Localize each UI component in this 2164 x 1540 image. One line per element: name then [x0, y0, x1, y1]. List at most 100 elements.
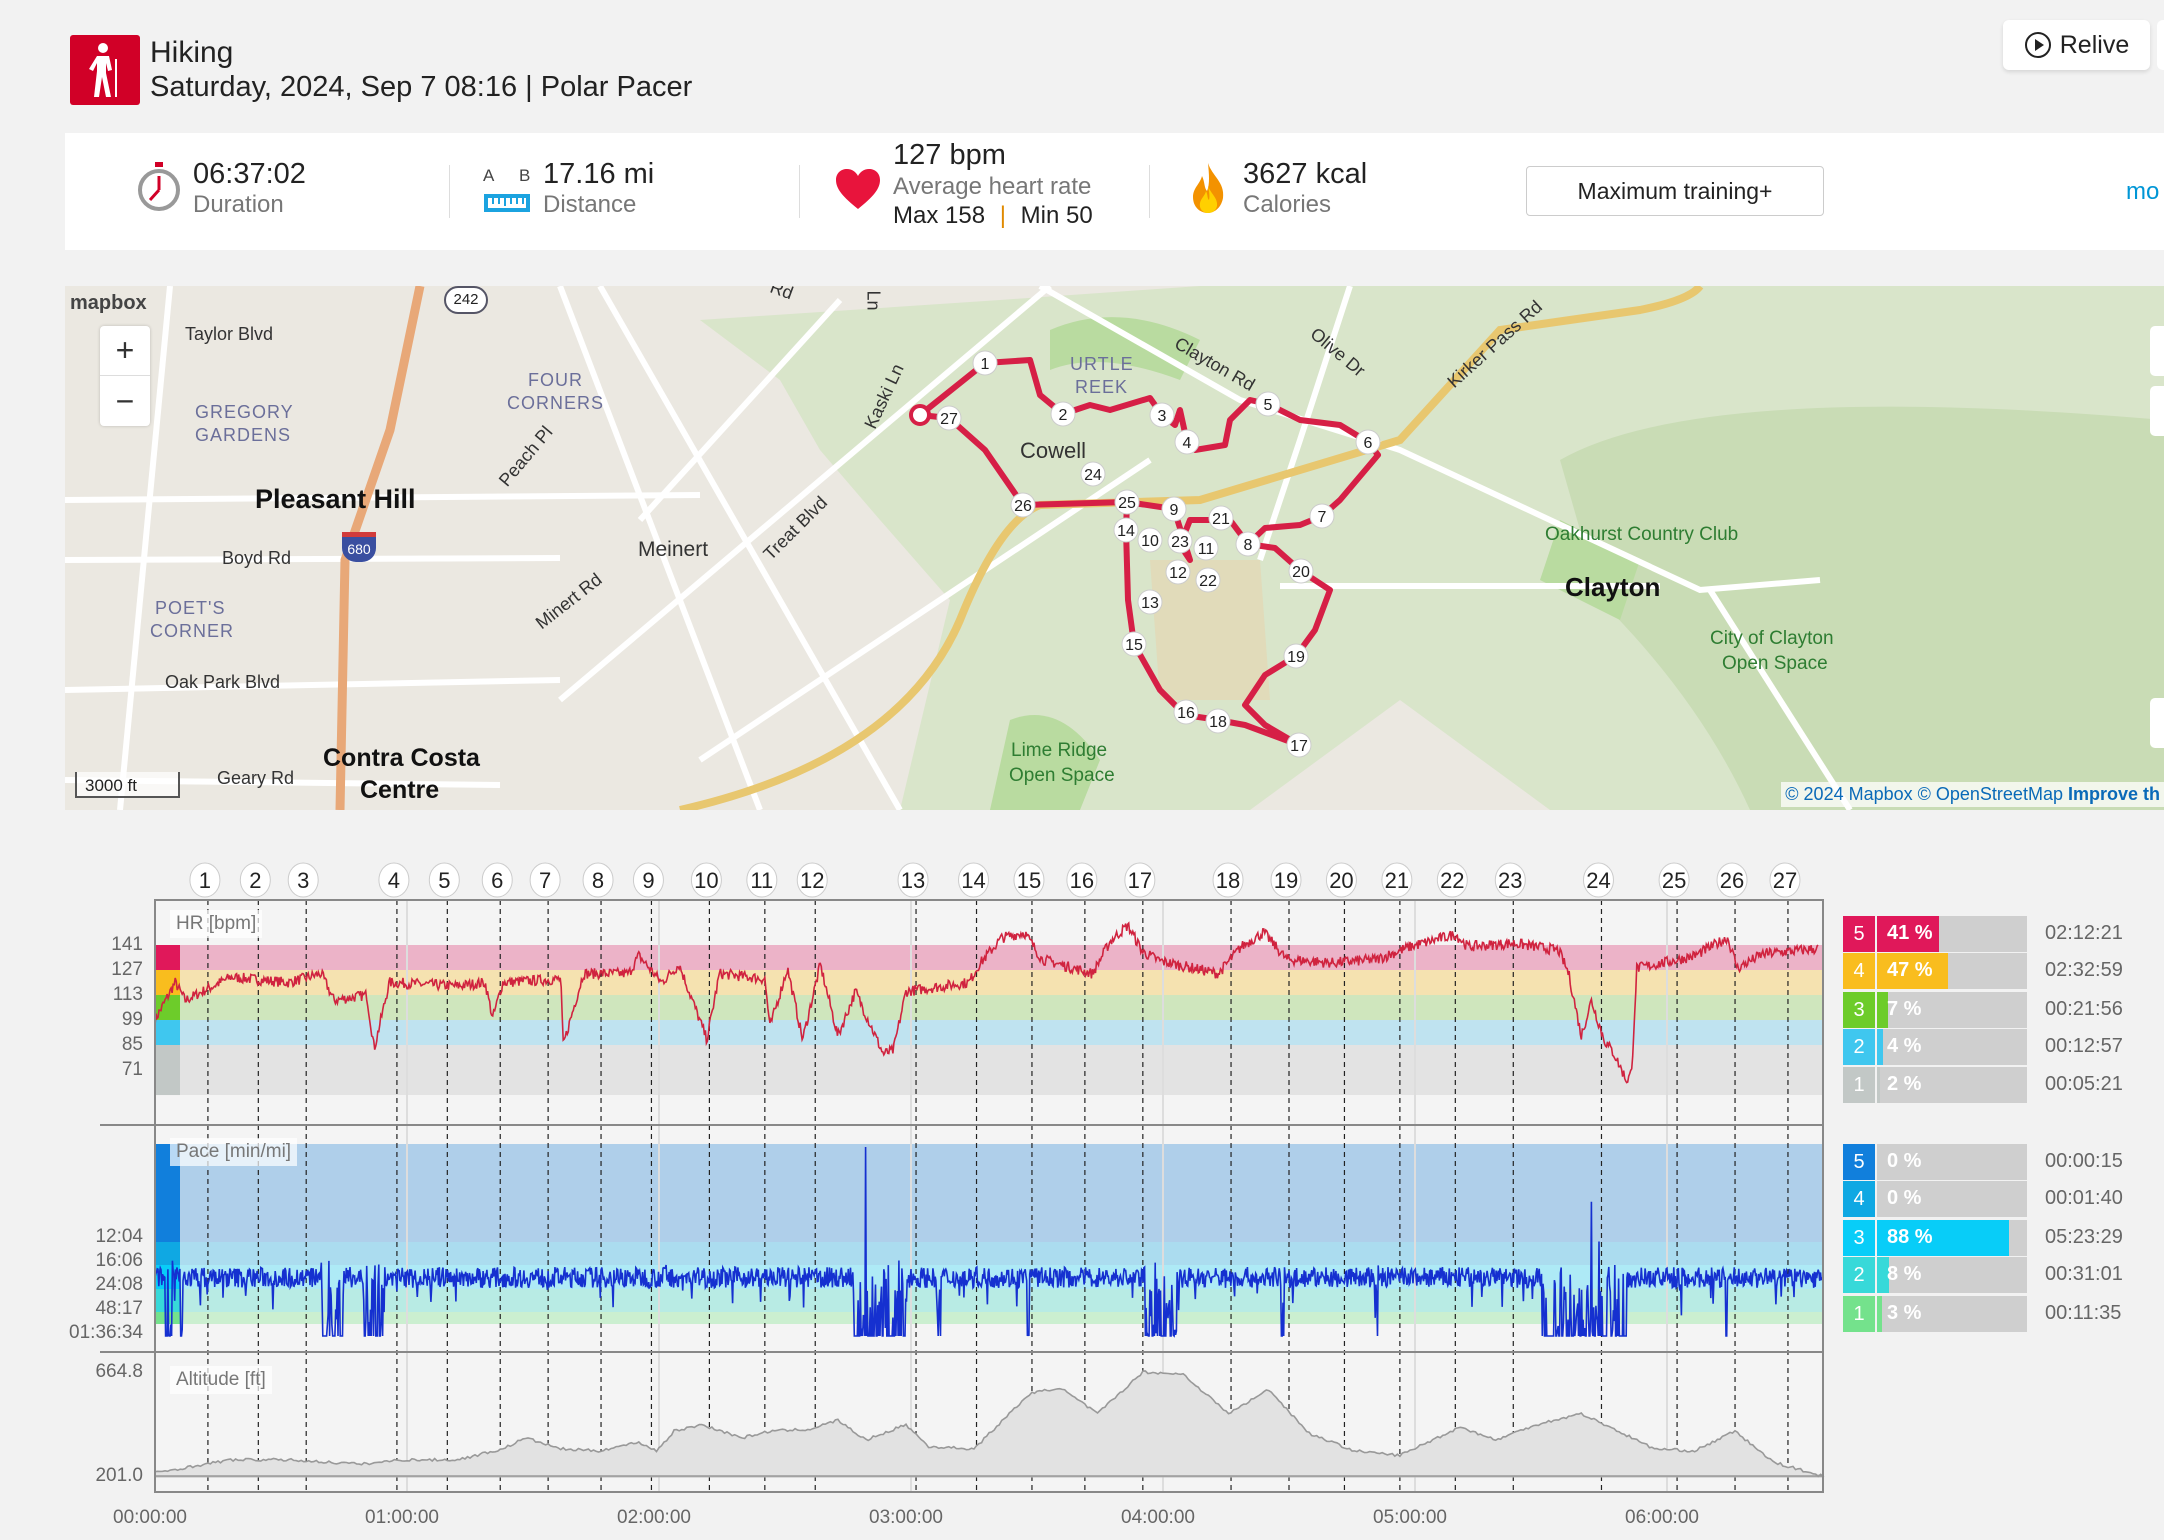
- relive-button[interactable]: Relive: [2003, 20, 2150, 70]
- hr-zone-row: 1 2 %: [1843, 1067, 2027, 1103]
- map-side-control[interactable]: [2150, 698, 2164, 748]
- pace-y-tick: 48:17: [95, 1298, 143, 1319]
- pace-y-tick: 24:08: [95, 1274, 143, 1295]
- pace-zone-row: 4 0 %: [1843, 1181, 2027, 1217]
- zone-number: 2: [1843, 1257, 1875, 1293]
- zone-bar-fill: [1877, 1029, 1883, 1065]
- route-lap-marker-label: 19: [1287, 649, 1305, 666]
- activity-subtitle: Saturday, 2024, Sep 7 08:16 | Polar Pace…: [150, 71, 693, 103]
- lap-marker: [1381, 862, 1413, 898]
- lap-marker: [239, 862, 271, 898]
- map-side-control[interactable]: [2150, 386, 2164, 436]
- lap-marker: [1716, 862, 1748, 898]
- heart-rate-min: Min 50: [1020, 202, 1093, 229]
- improve-map-link[interactable]: Improve th: [2067, 784, 2160, 804]
- map-label-place: Meinert: [638, 538, 709, 561]
- zone-number: 2: [1843, 1029, 1875, 1065]
- hr-zone-time: 00:21:56: [2045, 998, 2123, 1020]
- lap-marker-label: 26: [1720, 868, 1744, 893]
- lap-marker: [1582, 862, 1614, 898]
- map-label-park: Open Space: [1009, 765, 1115, 786]
- time-axis-tick: 05:00:00: [1373, 1507, 1447, 1528]
- activity-title: Hiking: [150, 36, 234, 69]
- route-lap-marker: [1010, 492, 1036, 518]
- zone-bar-fill: [1877, 953, 1948, 989]
- route-lap-marker: [972, 350, 998, 376]
- pace-zone-time: 00:00:15: [2045, 1150, 2123, 1172]
- lap-marker: [1066, 862, 1098, 898]
- route-map[interactable]: 1 2 3 4 5 6 7 8 9 10 11 12 13 14 15 16 17 18 19 20 21 22 23 24 2…: [65, 286, 2164, 810]
- map-label-neighborhood: POET'S: [155, 598, 226, 618]
- zone-number: 1: [1843, 1296, 1875, 1332]
- training-benefit-button[interactable]: Maximum training+: [1526, 166, 1824, 216]
- hr-zone-band: [155, 1045, 1823, 1096]
- zone-bar-fill: [1877, 1296, 1882, 1332]
- play-icon: [2024, 32, 2051, 58]
- route-lap-marker: [1161, 496, 1187, 522]
- distance-b-label: B: [519, 166, 531, 185]
- route-lap-marker: [1114, 489, 1140, 515]
- route-lap-marker-label: 26: [1014, 498, 1032, 515]
- route-lap-marker-label: 4: [1183, 435, 1192, 452]
- route-lap-marker: [1113, 517, 1139, 543]
- secondary-header-button[interactable]: [2157, 20, 2164, 70]
- lap-marker-label: 18: [1216, 868, 1240, 893]
- chart-frame: [154, 899, 1824, 1493]
- route-lap-marker-label: 27: [940, 411, 958, 428]
- zone-bar: 47 %: [1877, 953, 2027, 989]
- hr-zone-indicator: [155, 945, 180, 971]
- lap-marker: [1325, 862, 1357, 898]
- lap-marker: [287, 862, 319, 898]
- lap-marker: [690, 862, 722, 898]
- zone-percent: 41 %: [1887, 922, 1933, 944]
- route-lap-marker-label: 22: [1199, 573, 1217, 590]
- route-lap-marker-label: 2: [1059, 407, 1068, 424]
- lap-marker-label: 21: [1385, 868, 1409, 893]
- lap-marker: [958, 862, 990, 898]
- route-lap-marker: [1288, 558, 1314, 584]
- route-lap-marker: [1174, 429, 1200, 455]
- pace-zone-time: 05:23:29: [2045, 1226, 2123, 1248]
- map-label-city: Contra Costa: [323, 744, 480, 772]
- hiking-sport-icon: [70, 35, 140, 105]
- hr-y-tick: 141: [111, 934, 143, 955]
- map-label-road: Oak Park Blvd: [165, 672, 281, 692]
- lap-marker-label: 17: [1128, 868, 1152, 893]
- zoom-in-button[interactable]: +: [100, 326, 150, 376]
- zoom-out-button[interactable]: −: [115, 382, 135, 419]
- pace-zone-row: 2 8 %: [1843, 1257, 2027, 1293]
- more-link[interactable]: mo: [2126, 178, 2160, 205]
- hr-y-tick: 127: [111, 959, 143, 980]
- lap-marker-label: 20: [1329, 868, 1353, 893]
- hr-series-line: [154, 921, 1819, 1084]
- pace-zone-time: 00:01:40: [2045, 1187, 2123, 1209]
- map-label-place: Cowell: [1020, 438, 1087, 463]
- hr-zone-indicator: [155, 1045, 180, 1096]
- map-label-neighborhood: CORNER: [150, 621, 235, 641]
- attribution-text[interactable]: © 2024 Mapbox © OpenStreetMap: [1785, 784, 2063, 804]
- map-label-park: Open Space: [1722, 653, 1828, 674]
- route-lap-marker-label: 9: [1170, 502, 1179, 519]
- divider: [449, 165, 450, 218]
- route-lap-marker: [1255, 391, 1281, 417]
- mapbox-logo[interactable]: mapbox: [70, 292, 147, 314]
- lap-marker-label: 10: [694, 868, 718, 893]
- heart-rate-max-min: Max 158 | Min 50: [893, 202, 1093, 229]
- lap-marker: [897, 862, 929, 898]
- zone-percent: 88 %: [1887, 1226, 1933, 1248]
- zone-number: 4: [1843, 1181, 1875, 1217]
- map-label-road: Boyd Rd: [222, 548, 292, 568]
- zone-number: 5: [1843, 916, 1875, 952]
- pace-zone-band: [155, 1289, 1823, 1312]
- lap-marker-label: 12: [800, 868, 824, 893]
- route-lap-marker: [1283, 643, 1309, 669]
- zone-bar: 2 %: [1877, 1067, 2027, 1103]
- route-lap-marker: [1137, 589, 1163, 615]
- lap-marker: [1270, 862, 1302, 898]
- map-side-control[interactable]: [2150, 326, 2164, 376]
- route-lap-marker: [1205, 708, 1231, 734]
- pace-zone-band: [155, 1144, 1823, 1242]
- lap-marker-label: 8: [592, 868, 604, 893]
